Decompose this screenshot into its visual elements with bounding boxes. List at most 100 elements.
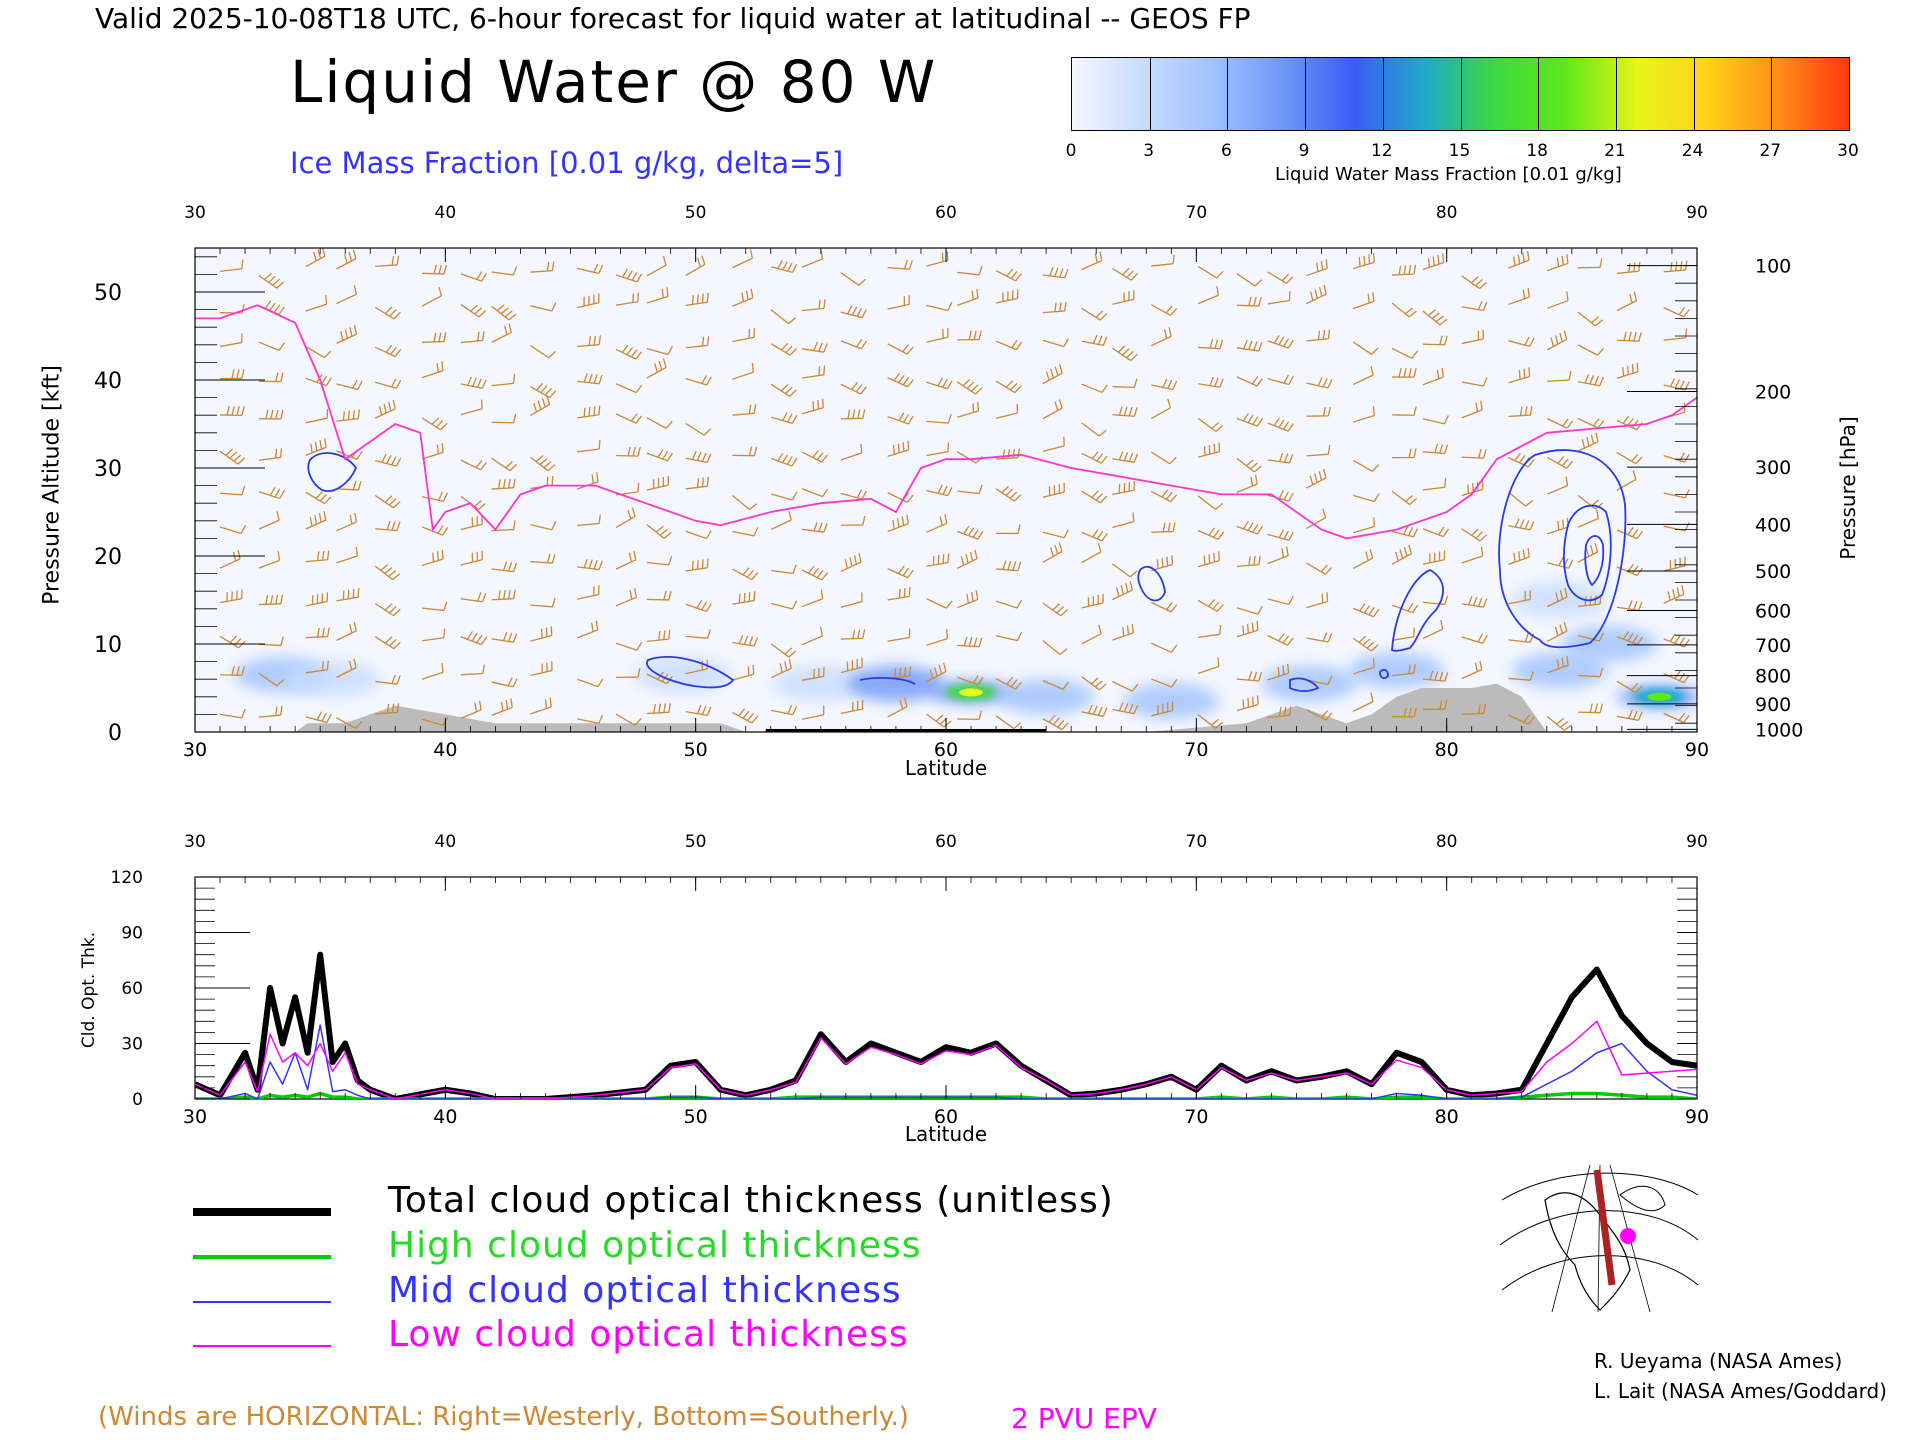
wind-barb — [1197, 286, 1220, 305]
wind-barb — [840, 592, 863, 608]
terrain-fill — [195, 683, 1697, 732]
wind-barb — [374, 344, 402, 358]
x-tick-label-top: 90 — [1686, 203, 1708, 223]
wind-barb — [995, 599, 1023, 609]
wind-barb — [615, 413, 643, 424]
wind-barb — [336, 512, 358, 532]
wind-barb — [957, 590, 979, 609]
wind-barb — [771, 704, 798, 716]
wind-barb — [460, 631, 488, 646]
wind-barb — [685, 558, 709, 572]
wind-barb — [1577, 542, 1599, 563]
wind-barb — [685, 530, 712, 540]
wind-barb — [1391, 490, 1418, 506]
ice-contour — [1562, 504, 1612, 602]
wind-barb — [336, 480, 362, 491]
wind-barb — [732, 634, 759, 647]
x-tick-label-top: 40 — [435, 832, 457, 852]
x-tick-label: 60 — [934, 739, 958, 761]
wind-barb — [926, 553, 950, 567]
wind-barb — [1391, 302, 1417, 318]
wind-barb — [615, 507, 636, 529]
wind-barb — [460, 331, 485, 344]
wind-barb — [1547, 254, 1569, 272]
wind-barb — [770, 342, 797, 356]
wind-barb — [336, 379, 363, 391]
wind-barb — [336, 325, 358, 344]
wind-barb — [1150, 398, 1172, 420]
wind-barb — [926, 662, 947, 683]
wind-barb — [1616, 709, 1643, 721]
liquid-water-blob — [772, 665, 869, 702]
liquid-water-blob — [1260, 665, 1357, 702]
wind-barb — [926, 514, 948, 533]
liquid-water-blob — [1511, 582, 1608, 618]
wind-barb — [530, 261, 555, 273]
wind-barb — [1461, 546, 1484, 564]
wind-barb — [957, 525, 984, 540]
ice-contour — [1584, 535, 1605, 587]
wind-barb — [685, 336, 710, 349]
wind-barb — [1353, 603, 1380, 618]
wind-barb — [1236, 555, 1261, 568]
wind-barb — [1508, 518, 1535, 531]
wind-barb — [1306, 468, 1327, 489]
wind-barb — [1150, 451, 1177, 465]
wind-barb — [220, 369, 245, 380]
wind-barb — [1267, 529, 1294, 541]
wind-barb — [887, 343, 914, 355]
wind-barb — [1267, 417, 1294, 432]
wind-barb — [1267, 452, 1294, 464]
wind-barb — [1197, 657, 1220, 675]
wind-barb — [305, 491, 332, 505]
wind-barb — [1352, 549, 1374, 570]
wind-barb — [1578, 258, 1603, 269]
wind-barb — [1042, 399, 1063, 420]
wind-barb — [1236, 339, 1263, 352]
optical-thickness-axes: 30 30 40 40 50 50 60 60 70 70 80 80 90 90 0 30 60 90 120 — [111, 832, 1710, 1128]
wind-barb — [219, 259, 244, 272]
wind-barb — [1150, 601, 1178, 613]
wind-barb — [887, 628, 911, 642]
wind-barb — [957, 265, 983, 276]
wind-barb — [732, 446, 758, 457]
wind-barb — [771, 260, 798, 274]
ice-contour — [1379, 669, 1389, 679]
wind-barb — [685, 375, 712, 386]
wind-barb — [1391, 347, 1419, 359]
wind-barb — [1422, 478, 1447, 491]
x-tick-label-top: 50 — [685, 203, 707, 223]
wind-barb — [616, 446, 641, 457]
subtitle: Ice Mass Fraction [0.01 g/kg, delta=5] — [290, 146, 844, 180]
wind-barb — [1197, 714, 1223, 729]
wind-barb — [1306, 592, 1329, 609]
wind-barb — [1353, 493, 1380, 503]
wind-barb — [305, 438, 327, 456]
wind-barb — [1236, 376, 1263, 387]
wind-barb — [926, 414, 952, 424]
wind-barb — [646, 346, 673, 356]
wind-barb — [1391, 627, 1415, 642]
y-tick-label: 60 — [121, 979, 143, 999]
ice-contour — [307, 452, 358, 492]
wind-barb — [219, 709, 246, 719]
colorbar-tick-label: 3 — [1143, 141, 1155, 161]
wind-barb — [926, 377, 953, 390]
wind-barb — [1546, 330, 1568, 351]
wind-barb — [1150, 304, 1178, 316]
wind-barb — [1306, 406, 1332, 417]
colorbar-tick-label: 0 — [1065, 141, 1077, 161]
liquid-water-peak — [959, 688, 984, 697]
x-tick-label: 90 — [1685, 739, 1709, 761]
series-low-line — [195, 1020, 1697, 1099]
wind-barb — [1150, 327, 1172, 347]
wind-barb — [646, 449, 674, 462]
wind-barb — [1267, 663, 1290, 681]
wind-barb — [1392, 406, 1417, 416]
wind-barb — [771, 491, 798, 501]
wind-barb — [421, 491, 448, 502]
x-tick-label: 80 — [1435, 1106, 1459, 1128]
wind-barb — [491, 304, 517, 321]
wind-barb — [460, 592, 487, 603]
wind-barb — [646, 703, 671, 715]
